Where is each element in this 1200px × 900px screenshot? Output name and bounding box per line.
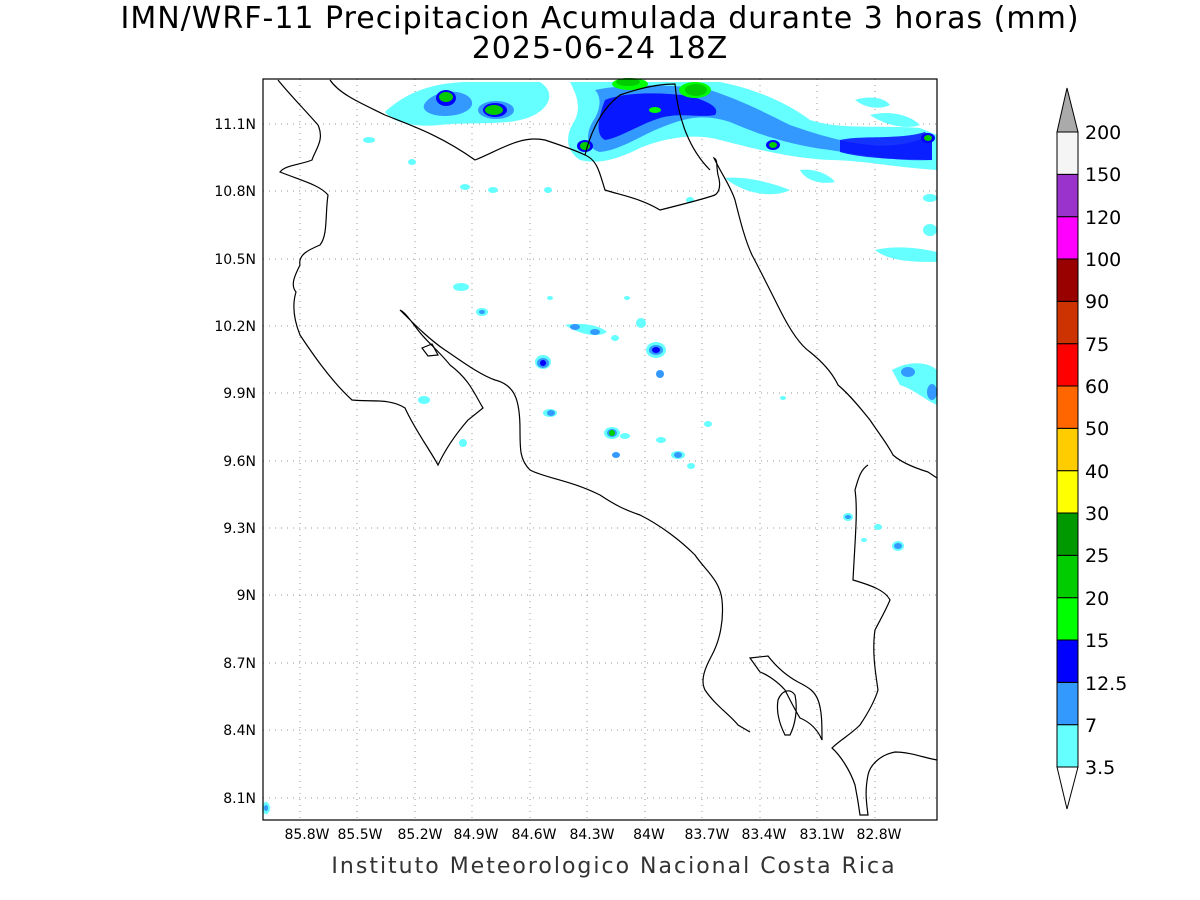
colorbar-label: 15 <box>1085 630 1109 652</box>
colorbar-swatch <box>1056 300 1079 345</box>
colorbar-swatch <box>1056 470 1079 514</box>
lon-label: 84.9W <box>453 827 498 843</box>
lon-label: 83.4W <box>741 827 786 843</box>
lon-label: 83.1W <box>799 827 844 843</box>
colorbar-label: 100 <box>1085 249 1121 271</box>
lon-label: 84W <box>633 827 665 843</box>
lat-label: 9.9N <box>223 386 256 402</box>
colorbar-swatch <box>1056 173 1079 218</box>
colorbar-label: 50 <box>1085 418 1109 440</box>
colorbar-label: 40 <box>1085 461 1109 483</box>
precip-cells-interior <box>262 283 904 814</box>
pacific-coast-north <box>277 79 751 733</box>
coastlines <box>277 79 938 816</box>
plot-frame <box>262 78 938 821</box>
caribbean-coast <box>711 156 938 479</box>
longitude-axis: 85.8W 85.5W 85.2W 84.9W 84.6W 84.3W 84W … <box>284 827 901 843</box>
lat-label: 9.3N <box>223 521 256 537</box>
colorbar-legend: 3.5 7 12.5 15 20 25 30 40 50 60 75 90 10… <box>1056 87 1127 810</box>
panama-border <box>831 464 938 816</box>
colorbar-swatch <box>1056 258 1079 302</box>
colorbar-swatches <box>1056 131 1079 768</box>
lon-label: 84.6W <box>511 827 556 843</box>
nicaragua-border <box>384 114 713 211</box>
colorbar-label: 3.5 <box>1085 757 1115 779</box>
colorbar-label: 20 <box>1085 588 1109 610</box>
map-subtitle-date: 2025-06-24 18Z <box>471 31 729 66</box>
colorbar-swatch <box>1056 512 1079 556</box>
colorbar-label: 7 <box>1085 715 1097 737</box>
latitude-axis: 11.1N 10.8N 10.5N 10.2N 9.9N 9.6N 9.3N 9… <box>214 117 256 807</box>
precipitation-field <box>262 78 937 814</box>
plot-area <box>263 79 937 820</box>
colorbar-label: 25 <box>1085 545 1109 567</box>
colorbar-top-arrow <box>1056 87 1079 133</box>
lon-label: 82.8W <box>856 827 901 843</box>
colorbar-label: 120 <box>1085 207 1121 229</box>
colorbar-label: 200 <box>1085 122 1121 144</box>
colorbar-swatch <box>1056 427 1079 472</box>
lat-label: 8.4N <box>223 723 256 739</box>
lat-label: 10.8N <box>214 184 256 200</box>
colorbar-labels: 3.5 7 12.5 15 20 25 30 40 50 60 75 90 10… <box>1085 122 1127 779</box>
colorbar-swatch <box>1056 216 1079 260</box>
lon-label: 85.8W <box>284 827 329 843</box>
lat-label: 11.1N <box>214 117 256 133</box>
colorbar-swatch <box>1056 131 1079 175</box>
colorbar-label: 150 <box>1085 164 1121 186</box>
colorbar-swatch <box>1056 554 1079 599</box>
lat-label: 10.5N <box>214 252 256 268</box>
colorbar-swatch <box>1056 385 1079 429</box>
lon-label: 83.7W <box>684 827 729 843</box>
lat-label: 10.2N <box>214 319 256 335</box>
lat-label: 9.6N <box>223 454 256 470</box>
colorbar-label: 60 <box>1085 376 1109 398</box>
lake-nicaragua-shore <box>329 79 711 171</box>
lon-label: 84.3W <box>569 827 614 843</box>
colorbar-label: 12.5 <box>1085 673 1127 695</box>
colorbar-swatch <box>1056 681 1079 726</box>
nicoya-gulf-island <box>421 343 439 357</box>
lat-label: 8.1N <box>223 791 256 807</box>
colorbar-label: 75 <box>1085 334 1109 356</box>
colorbar-swatch <box>1056 343 1079 387</box>
colorbar-label: 90 <box>1085 291 1109 313</box>
golfo-dulce <box>776 690 797 736</box>
lon-label: 85.5W <box>337 827 382 843</box>
colorbar-swatch <box>1056 597 1079 641</box>
lon-label: 85.2W <box>397 827 442 843</box>
colorbar-label: 30 <box>1085 503 1109 525</box>
osa-peninsula <box>748 655 823 741</box>
colorbar-swatch <box>1056 724 1079 768</box>
map-title: IMN/WRF-11 Precipitacion Acumulada duran… <box>120 1 1080 36</box>
precip-band-north <box>363 78 937 405</box>
lat-label: 8.7N <box>223 656 256 672</box>
colorbar-bottom-arrow <box>1056 766 1079 810</box>
colorbar-swatch <box>1056 639 1079 683</box>
lat-label: 9N <box>237 588 256 604</box>
footer-credit: Instituto Meteorologico Nacional Costa R… <box>331 854 897 879</box>
